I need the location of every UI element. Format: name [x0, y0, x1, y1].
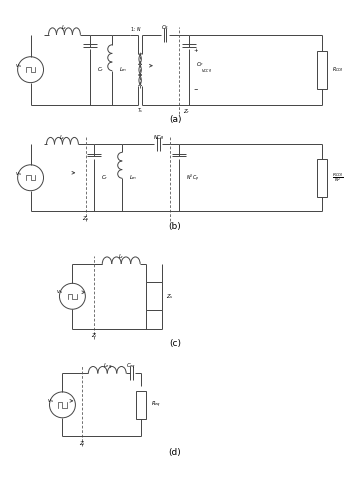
Bar [317, 51, 327, 89]
Text: $v_s$: $v_s$ [15, 170, 22, 178]
Text: $\dfrac{R_{CCfl}}{N^2}$: $\dfrac{R_{CCfl}}{N^2}$ [332, 171, 344, 184]
Text: $C_R$: $C_R$ [161, 23, 169, 32]
Text: $Z_r$: $Z_r$ [183, 107, 190, 116]
Bar [146, 282, 162, 310]
Text: $C_{eq}$: $C_{eq}$ [126, 361, 136, 372]
Text: $NC_R$: $NC_R$ [153, 133, 164, 142]
Text: $L_r$: $L_r$ [118, 252, 125, 262]
Text: $Z_s$: $Z_s$ [82, 214, 89, 223]
Text: $N^2C_P$: $N^2C_P$ [186, 172, 199, 183]
Text: $R_{eq}$: $R_{eq}$ [151, 400, 161, 410]
Text: $+$: $+$ [193, 46, 199, 54]
Text: $L_{eq}$: $L_{eq}$ [103, 361, 112, 372]
Text: $v_s$: $v_s$ [56, 288, 63, 296]
Text: $C_r$: $C_r$ [97, 65, 105, 74]
Text: (b): (b) [169, 222, 181, 230]
Text: $Z_s$: $Z_s$ [166, 292, 174, 301]
Text: $C_r$: $C_r$ [101, 173, 109, 182]
Text: $-$: $-$ [193, 86, 198, 91]
Text: $L_r$: $L_r$ [61, 23, 68, 32]
Text: $v_{CCfl}$: $v_{CCfl}$ [201, 67, 212, 75]
Text: $v_s$: $v_s$ [15, 62, 22, 69]
Text: $Z_i$: $Z_i$ [91, 331, 98, 340]
Text: $Z_i$: $Z_i$ [79, 439, 86, 448]
Text: $L_m$: $L_m$ [129, 173, 138, 182]
Text: (c): (c) [169, 339, 181, 348]
Text: $L_m$: $L_m$ [119, 65, 127, 74]
Text: (a): (a) [169, 115, 181, 124]
Bar [136, 391, 146, 419]
Text: $L_r$: $L_r$ [59, 133, 66, 142]
Text: (d): (d) [169, 448, 181, 456]
Text: $T_s$: $T_s$ [137, 106, 143, 115]
Text: $1:N$: $1:N$ [130, 25, 142, 34]
Text: $C_P$: $C_P$ [196, 60, 204, 69]
Bar [317, 159, 327, 197]
Text: $v_s$: $v_s$ [47, 397, 54, 405]
Text: $R_{CCfl}$: $R_{CCfl}$ [332, 65, 344, 74]
